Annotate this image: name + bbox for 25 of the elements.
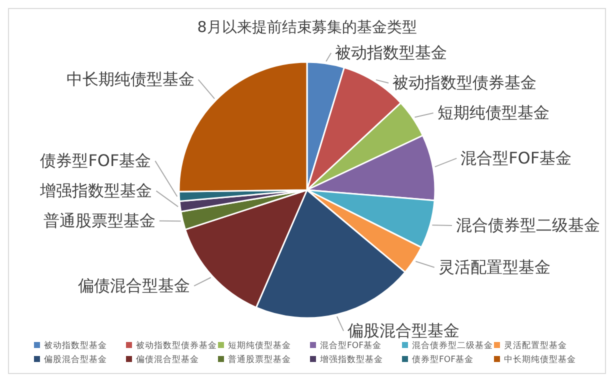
slice-label: 增强指数型基金: [39, 180, 152, 200]
slice-label: 被动指数型基金: [335, 43, 448, 62]
slice-label: 短期纯债型基金: [437, 103, 550, 122]
slice-label: 债券型FOF基金: [40, 150, 152, 170]
legend-label: 债券型FOF基金: [412, 354, 474, 365]
legend-label: 混合型FOF基金: [320, 340, 382, 351]
legend-label: 被动指数型债券基金: [136, 340, 217, 351]
legend-label: 普通股票型基金: [228, 354, 291, 365]
slice-label: 被动指数型债券基金: [392, 73, 537, 92]
slice-label: 普通股票型基金: [43, 210, 156, 230]
legend-label: 增强指数型基金: [319, 354, 383, 365]
chart-title: 8月以来提前结束募集的基金类型: [197, 18, 417, 36]
legend-label: 灵活配置型基金: [504, 340, 567, 351]
legend-label: 中长期纯债型基金: [504, 354, 576, 365]
slice-label: 偏债混合型基金: [78, 276, 190, 295]
legend-label: 偏债混合型基金: [136, 354, 199, 365]
slice-label: 中长期纯债型基金: [66, 70, 194, 89]
legend-label: 被动指数型基金: [44, 340, 107, 351]
slice-label: 混合债券型二级基金: [456, 215, 600, 234]
legend-label: 短期纯债型基金: [228, 340, 291, 351]
legend-label: 混合债券型二级基金: [412, 340, 493, 351]
slice-label: 灵活配置型基金: [438, 257, 550, 276]
slice-label: 偏股混合型基金: [348, 320, 460, 340]
slice-label: 混合型FOF基金: [460, 148, 572, 168]
legend-label: 偏股混合型基金: [44, 354, 107, 365]
